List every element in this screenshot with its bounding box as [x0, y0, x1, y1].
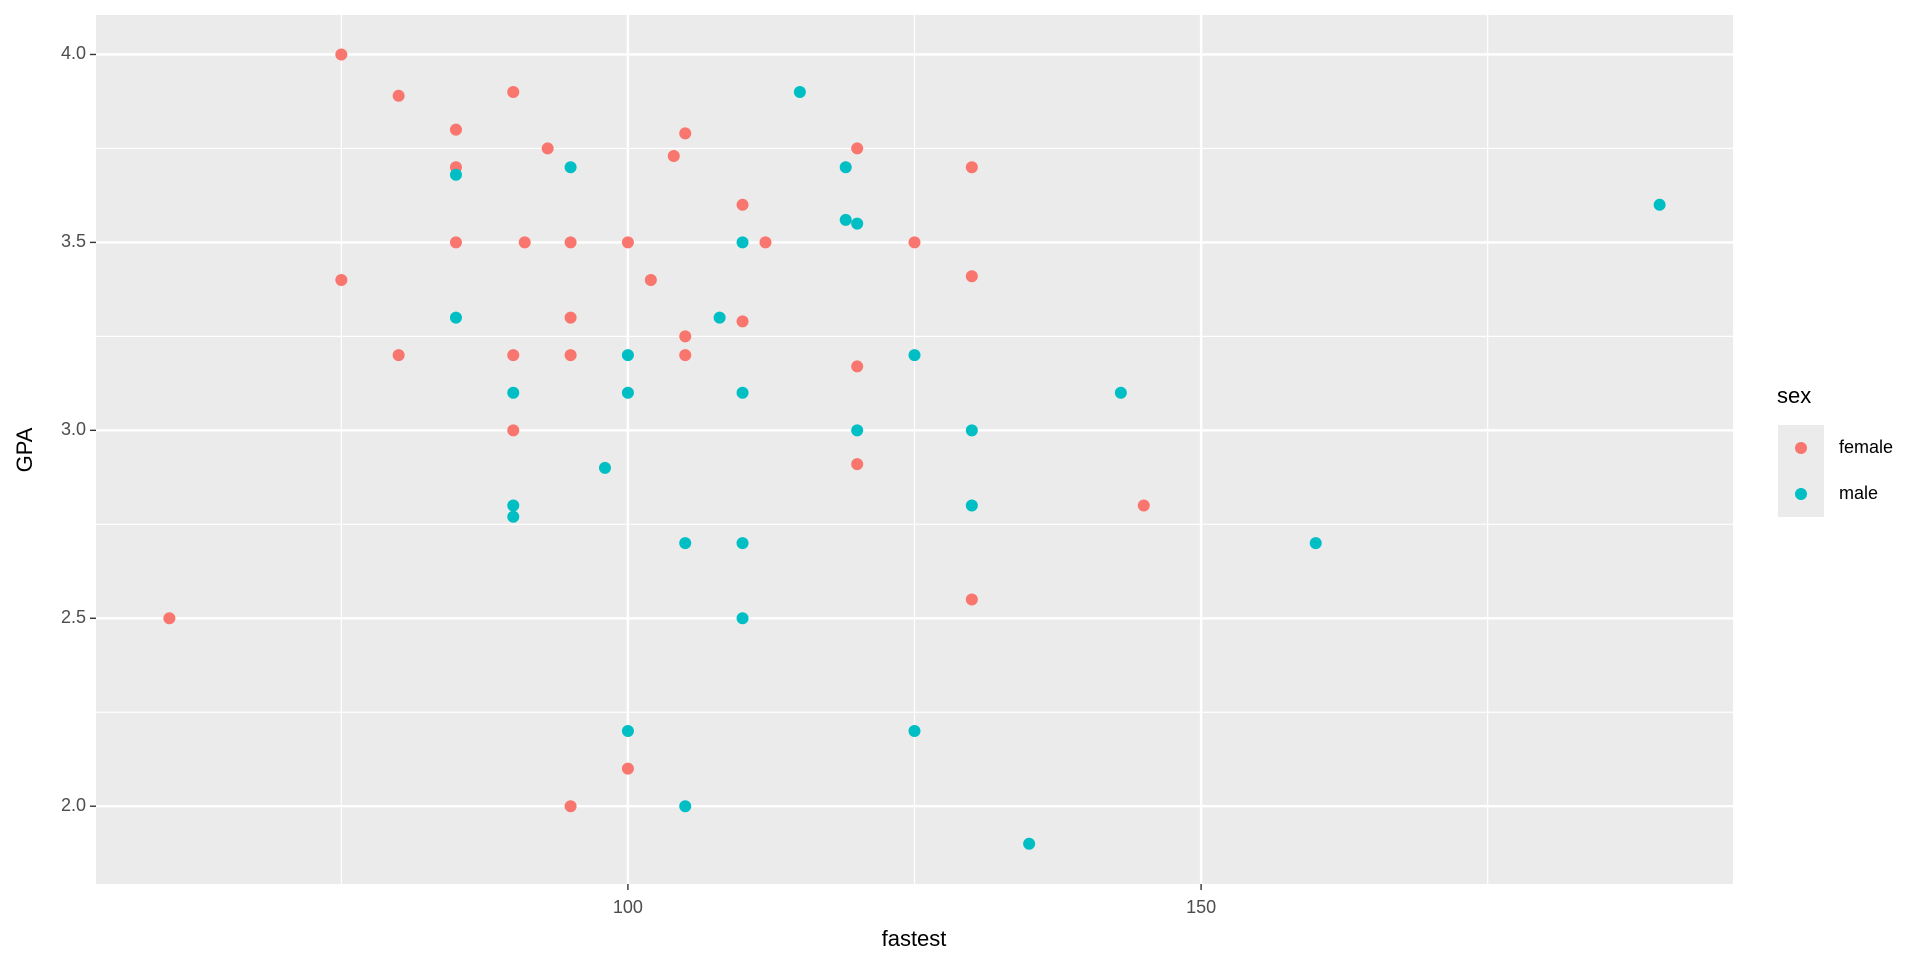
point	[793, 86, 806, 99]
point	[679, 537, 692, 550]
point	[736, 537, 749, 550]
x-tick-label: 150	[1186, 897, 1216, 917]
point	[736, 386, 749, 399]
point	[679, 800, 692, 813]
point	[644, 273, 657, 286]
point	[839, 161, 852, 174]
point	[621, 386, 634, 399]
point	[621, 762, 634, 775]
point	[564, 311, 577, 324]
point	[564, 161, 577, 174]
point	[965, 161, 978, 174]
point	[736, 612, 749, 625]
point	[449, 168, 462, 181]
point	[163, 612, 176, 625]
point	[851, 142, 864, 155]
point	[736, 198, 749, 211]
legend-label: female	[1839, 437, 1893, 457]
point	[851, 217, 864, 230]
point	[908, 349, 921, 362]
y-tick-label: 3.5	[61, 231, 86, 251]
point	[507, 386, 520, 399]
point	[679, 330, 692, 343]
point	[965, 593, 978, 606]
point	[1653, 198, 1666, 211]
point	[541, 142, 554, 155]
legend-swatch	[1795, 488, 1807, 500]
point	[518, 236, 531, 249]
point	[736, 236, 749, 249]
point	[851, 360, 864, 373]
point	[759, 236, 772, 249]
point	[965, 499, 978, 512]
point	[335, 48, 348, 61]
point	[564, 236, 577, 249]
point	[1137, 499, 1150, 512]
point	[449, 311, 462, 324]
legend-title: sex	[1777, 383, 1811, 408]
point	[392, 89, 405, 102]
point	[965, 270, 978, 283]
point	[1309, 537, 1322, 550]
x-axis-title: fastest	[882, 926, 947, 951]
legend-label: male	[1839, 483, 1878, 503]
point	[392, 349, 405, 362]
point	[621, 349, 634, 362]
point	[507, 424, 520, 437]
x-tick-label: 100	[613, 897, 643, 917]
point	[736, 315, 749, 328]
point	[507, 349, 520, 362]
point	[1023, 837, 1036, 850]
point	[507, 86, 520, 99]
point	[621, 236, 634, 249]
point	[667, 149, 680, 162]
y-tick-label: 2.0	[61, 795, 86, 815]
point	[851, 458, 864, 471]
point	[564, 800, 577, 813]
point	[908, 725, 921, 738]
point	[851, 424, 864, 437]
y-axis-title: GPA	[12, 427, 37, 472]
y-tick-label: 4.0	[61, 43, 86, 63]
point	[507, 499, 520, 512]
y-tick-label: 2.5	[61, 607, 86, 627]
point	[679, 349, 692, 362]
point	[1114, 386, 1127, 399]
point	[839, 213, 852, 226]
point	[564, 349, 577, 362]
point	[335, 273, 348, 286]
point	[449, 236, 462, 249]
point	[507, 510, 520, 523]
point	[449, 123, 462, 136]
point	[598, 461, 611, 474]
point	[621, 725, 634, 738]
point	[965, 424, 978, 437]
point	[679, 127, 692, 140]
point	[713, 311, 726, 324]
point	[908, 236, 921, 249]
legend-swatch	[1795, 442, 1807, 454]
y-tick-label: 3.0	[61, 419, 86, 439]
